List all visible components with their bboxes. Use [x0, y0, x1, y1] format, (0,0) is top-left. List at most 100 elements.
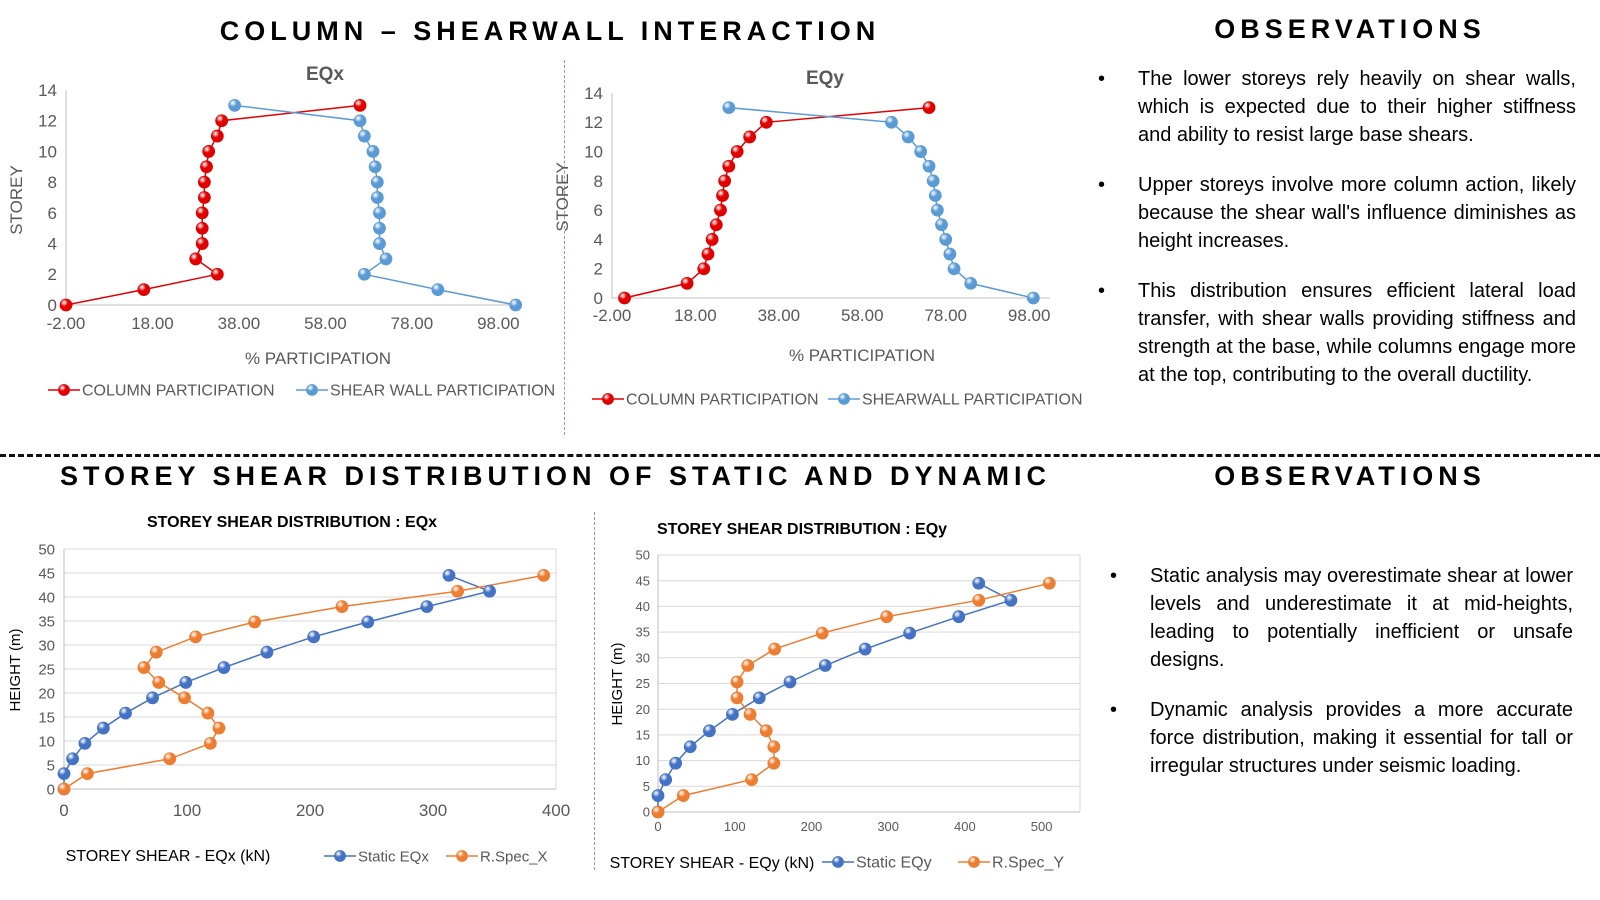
title-column-shearwall-interaction: COLUMN – SHEARWALL INTERACTION [219, 16, 881, 46]
y-tick-label: 25 [636, 676, 650, 691]
data-point [431, 283, 445, 297]
data-point [743, 130, 757, 144]
data-point [353, 98, 367, 112]
legend-marker [334, 850, 346, 862]
y-tick-label: 20 [38, 685, 55, 702]
x-tick-label: 400 [542, 801, 570, 820]
legend-marker [456, 850, 468, 862]
data-point [726, 707, 739, 721]
y-tick-label: 50 [38, 541, 55, 558]
y-tick-label: 5 [47, 757, 55, 774]
data-point [189, 630, 203, 644]
legend-marker [832, 856, 844, 868]
data-point [80, 767, 94, 781]
y-tick-label: 14 [584, 84, 603, 103]
data-point [163, 752, 177, 766]
data-point [137, 661, 151, 674]
data-point [368, 160, 382, 174]
data-point [716, 189, 729, 202]
y-tick-label: 40 [636, 599, 650, 614]
x-axis-label: % PARTICIPATION [245, 349, 391, 368]
data-point [370, 175, 384, 189]
data-point [353, 114, 367, 128]
chart-storey-shear-eqx: STOREY SHEAR DISTRIBUTION : EQx 0 5 10 15 20 2… [7, 514, 570, 865]
bullet-icon: • [1110, 699, 1118, 721]
y-axis-label: HEIGHT (m) [7, 628, 24, 711]
x-tick-label: 58.00 [841, 306, 884, 325]
data-point [1004, 593, 1018, 607]
x-tick-label: -2.00 [593, 306, 632, 325]
data-point [767, 740, 781, 754]
data-point [935, 218, 948, 232]
data-point [885, 115, 898, 129]
data-point [179, 676, 193, 689]
data-point [366, 145, 380, 158]
data-point [651, 789, 665, 802]
data-point [373, 237, 386, 250]
data-point [195, 206, 209, 220]
data-point [947, 262, 961, 276]
data-point [59, 298, 73, 312]
y-tick-label: 6 [48, 204, 57, 223]
data-point [705, 233, 719, 246]
x-tick-label: 18.00 [131, 314, 174, 333]
data-point [509, 298, 523, 312]
data-point [210, 267, 224, 281]
data-point [215, 114, 229, 128]
data-point [149, 645, 163, 659]
data-point [651, 805, 665, 819]
section-divider [0, 454, 1600, 457]
y-tick-label: 35 [38, 613, 55, 630]
data-point [57, 767, 71, 781]
data-point [964, 276, 978, 290]
data-point [442, 569, 456, 582]
series-line-1 [234, 104, 516, 306]
data-point [745, 773, 759, 787]
data-point [197, 191, 211, 204]
data-point [152, 676, 166, 689]
y-axis-label: STOREY [553, 162, 572, 232]
x-tick-label: -2.00 [47, 314, 86, 333]
x-tick-label: 38.00 [218, 314, 261, 333]
title-observations-bottom: OBSERVATIONS [1214, 461, 1486, 491]
data-point [759, 724, 773, 738]
data-point [914, 145, 928, 158]
observations-bottom-list: • Static analysis may overestimate shear … [1110, 562, 1573, 802]
observation-item: • Dynamic analysis provides a more accura… [1110, 696, 1573, 780]
data-point [197, 175, 211, 189]
x-tick-label: 98.00 [477, 314, 520, 333]
y-tick-label: 45 [38, 565, 55, 582]
data-point [195, 237, 209, 250]
y-tick-label: 0 [643, 805, 650, 820]
x-tick-label: 400 [954, 819, 976, 834]
x-tick-label: 300 [419, 801, 447, 820]
data-point [676, 789, 690, 802]
divider-top-charts [564, 60, 565, 435]
observation-text: Static analysis may overestimate shear a… [1150, 565, 1573, 671]
chart-title: STOREY SHEAR DISTRIBUTION : EQy [657, 521, 947, 538]
x-tick-label: 18.00 [674, 306, 717, 325]
data-point [189, 252, 203, 266]
chart-storey-shear-eqy: STOREY SHEAR DISTRIBUTION : EQy 0 5 10 15 20 2… [609, 521, 1081, 872]
data-point [373, 221, 386, 235]
data-point [730, 691, 744, 705]
data-point [78, 736, 92, 750]
x-tick-label: 200 [801, 819, 823, 834]
data-point [972, 576, 986, 590]
series-line-0 [624, 106, 930, 299]
data-point [137, 283, 151, 297]
data-point [370, 191, 384, 204]
observation-text: Dynamic analysis provides a more accurat… [1150, 699, 1573, 777]
series-line-1 [63, 574, 544, 790]
legend-label: SHEAR WALL PARTICIPATION [330, 383, 555, 400]
data-point [952, 610, 966, 624]
y-tick-label: 2 [594, 260, 603, 279]
data-point [210, 129, 224, 143]
data-point [618, 291, 631, 305]
data-point [680, 276, 694, 290]
legend-label: R.Spec_Y [992, 855, 1064, 872]
observation-text: This distribution ensures efficient late… [1138, 280, 1576, 386]
data-point [722, 101, 736, 115]
x-tick-label: 100 [724, 819, 746, 834]
x-tick-label: 98.00 [1008, 306, 1051, 325]
